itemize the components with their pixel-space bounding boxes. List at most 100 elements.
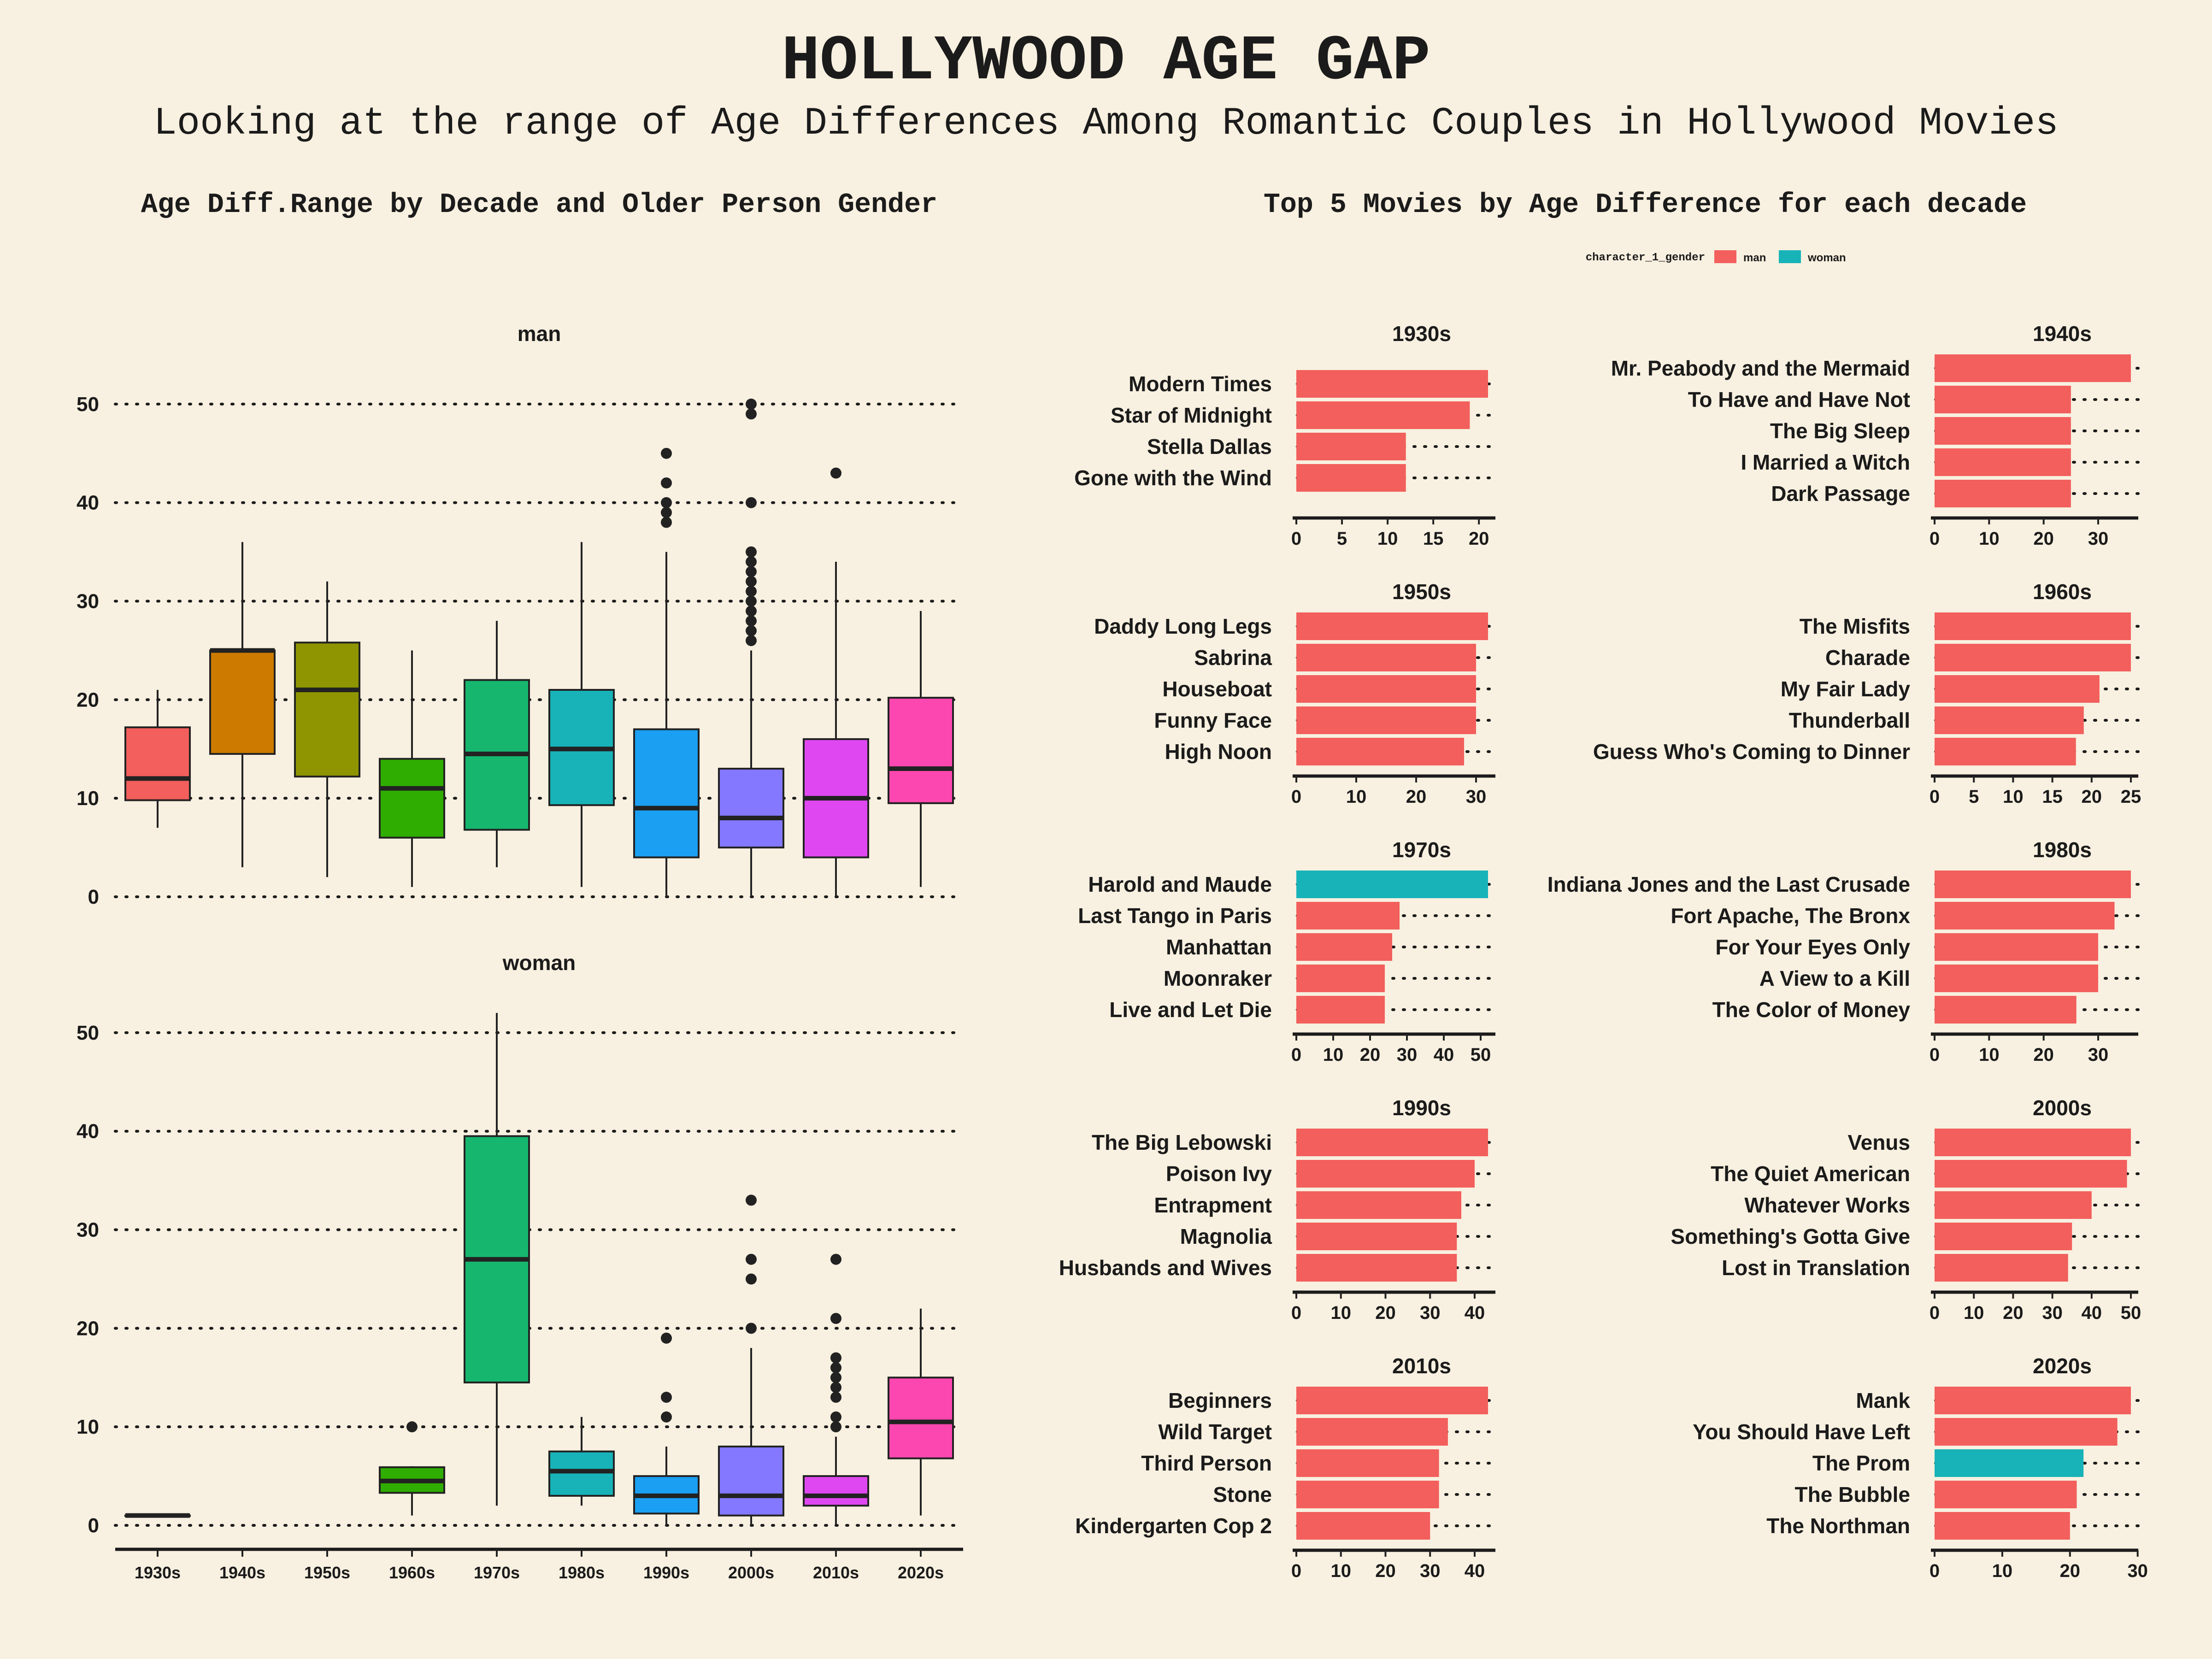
bar-label: Mank (1856, 1388, 1910, 1412)
x-tick-label: 20 (1360, 1045, 1381, 1065)
bar-label: Dark Passage (1771, 482, 1910, 506)
outlier-point (746, 625, 757, 636)
x-tick-label: 10 (2003, 787, 2024, 807)
outlier-point (746, 605, 757, 617)
bar-moonraker (1296, 965, 1385, 992)
bar-label: I Married a Witch (1741, 450, 1910, 474)
x-tick-label: 10 (1330, 1561, 1351, 1581)
box-iqr (294, 641, 360, 778)
bar-you-should-have-left (1935, 1418, 2118, 1446)
bar-label: Something's Gotta Give (1671, 1224, 1910, 1248)
y-tick-label: 0 (88, 886, 99, 908)
y-tick-label: 40 (76, 492, 99, 514)
x-tick-label: 40 (1465, 1303, 1485, 1323)
bar-panel-1980s: 1980s Indiana Jones and the Last Crusade F… (1547, 838, 2140, 1065)
bar-mank (1935, 1387, 2131, 1414)
bar-the-prom (1935, 1449, 2084, 1477)
bar-label: Thunderball (1789, 708, 1910, 732)
bar-panel-1970s: 1970s Harold and Maude Last Tango in Paris… (1078, 838, 1497, 1065)
bar-to-have-and-have-not (1935, 386, 2071, 413)
bar-label: Entrapment (1154, 1193, 1272, 1217)
x-tick-label: 10 (1330, 1303, 1351, 1323)
bar-label: The Big Lebowski (1092, 1130, 1272, 1154)
y-tick-label: 30 (76, 590, 99, 613)
bar-entrapment (1296, 1191, 1461, 1219)
main-title: HOLLYWOOD AGE GAP (782, 26, 1430, 98)
panel-title: 1950s (1392, 580, 1451, 604)
bar-panel-2020s: 2020s Mank You Should Have Left The Prom The… (1693, 1354, 2148, 1581)
x-tick-label: 10 (1964, 1303, 1984, 1323)
x-tick-label: 0 (1930, 1045, 1940, 1065)
x-tick-label: 40 (1465, 1561, 1485, 1581)
x-tick-label: 1970s (474, 1563, 520, 1582)
outlier-point (661, 1332, 672, 1344)
outlier-point (661, 497, 672, 508)
x-tick-label: 40 (1434, 1045, 1454, 1065)
x-tick-label: 50 (1471, 1045, 1491, 1065)
outlier-point (746, 576, 757, 587)
bar-label: Moonraker (1164, 966, 1272, 990)
bar-magnolia (1296, 1223, 1457, 1250)
x-tick-label: 0 (1930, 529, 1940, 549)
box-iqr (888, 1377, 954, 1459)
legend-title: character_1_gender (1586, 252, 1705, 264)
outlier-point (830, 1253, 841, 1265)
bar-last-tango-in-paris (1296, 902, 1400, 930)
bar-label: The Northman (1766, 1514, 1910, 1538)
x-tick-label: 30 (2042, 1303, 2063, 1323)
bar-label: The Quiet American (1711, 1162, 1910, 1186)
panel-title: 2020s (2033, 1354, 2092, 1378)
bar-whatever-works (1935, 1191, 2092, 1219)
bar-label: The Bubble (1795, 1483, 1910, 1506)
legend-swatch-woman (1779, 250, 1801, 263)
boxplot-facet-woman: woman 0 10 20 30 40 50 (76, 951, 965, 1537)
outlier-point (746, 586, 757, 597)
bar-label: Husbands and Wives (1059, 1256, 1272, 1280)
x-tick-label: 1990s (643, 1563, 689, 1582)
bar-panels-area: 1930s Modern Times Star of Midnight Stella … (1059, 322, 2148, 1581)
box-man-2000s (718, 398, 784, 897)
legend-swatch-man (1714, 250, 1736, 263)
y-tick-label: 0 (88, 1514, 99, 1537)
outlier-point (661, 507, 672, 518)
bar-stella-dallas (1296, 433, 1406, 460)
panel-title: 1930s (1392, 322, 1451, 346)
x-tick-label: 20 (1469, 529, 1489, 549)
bar-label: Fort Apache, The Bronx (1671, 904, 1910, 928)
bar-label: Mr. Peabody and the Mermaid (1611, 356, 1910, 380)
bar-kindergarten-cop-2 (1296, 1512, 1430, 1540)
bar-poison-ivy (1296, 1160, 1475, 1188)
bar-label: Charade (1825, 646, 1910, 670)
bar-the-big-sleep (1935, 417, 2071, 445)
barchart-title: Top 5 Movies by Age Difference for each … (1264, 189, 2027, 221)
bar-label: You Should Have Left (1693, 1420, 1910, 1444)
bar-live-and-let-die (1296, 996, 1385, 1024)
bar-mr-peabody-and-the-mermaid (1935, 354, 2131, 382)
outlier-point (830, 1362, 841, 1373)
box-woman-2000s (718, 1194, 784, 1525)
outlier-point (746, 398, 757, 410)
x-tick-label: 15 (2042, 787, 2063, 807)
outlier-point (746, 497, 757, 508)
box-iqr (888, 697, 954, 804)
outlier-point (746, 408, 757, 420)
bar-label: Last Tango in Paris (1078, 904, 1272, 928)
box-iqr (209, 649, 276, 755)
bar-fort-apache-the-bronx (1935, 902, 2115, 930)
y-tick-label: 10 (76, 787, 99, 810)
x-tick-label: 0 (1291, 529, 1301, 549)
box-man-2020s (888, 611, 954, 887)
outlier-point (661, 447, 672, 459)
bar-panel-1940s: 1940s Mr. Peabody and the Mermaid To Have … (1611, 322, 2140, 549)
bar-husbands-and-wives (1296, 1254, 1457, 1282)
bar-label: Whatever Works (1744, 1193, 1910, 1217)
x-tick-label: 10 (1346, 787, 1367, 807)
bar-panel-2000s: 2000s Venus The Quiet American Whatever Wor… (1671, 1096, 2141, 1323)
x-tick-label: 20 (2060, 1561, 2081, 1581)
y-tick-label: 30 (76, 1219, 99, 1241)
x-tick-label: 1980s (559, 1563, 605, 1582)
bar-label: Daddy Long Legs (1094, 614, 1272, 638)
x-tick-label: 5 (1337, 529, 1347, 549)
x-tick-label: 20 (2082, 787, 2102, 807)
outlier-point (746, 566, 757, 577)
